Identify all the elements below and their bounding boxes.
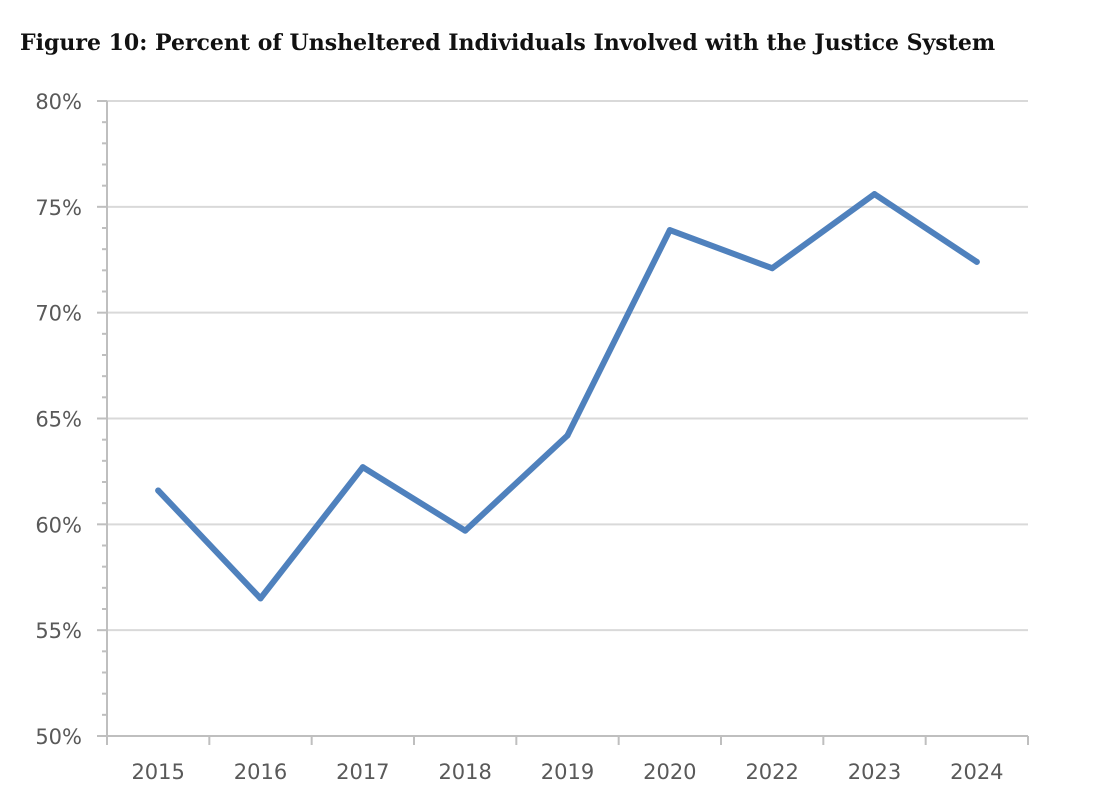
x-tick-label: 2024	[950, 760, 1003, 784]
y-tick-label: 80%	[35, 90, 82, 114]
figure-title: Figure 10: Percent of Unsheltered Indivi…	[20, 30, 996, 56]
data-point	[155, 487, 162, 494]
y-tick-label: 50%	[35, 725, 82, 749]
data-point	[462, 527, 469, 534]
x-tick-label: 2020	[643, 760, 696, 784]
x-tick-label: 2019	[541, 760, 594, 784]
series-group	[155, 191, 980, 602]
x-tick-label: 2017	[336, 760, 389, 784]
data-point	[564, 432, 571, 439]
y-axis	[97, 100, 108, 737]
x-tick-label: 2023	[848, 760, 901, 784]
y-tick-label: 55%	[35, 619, 82, 643]
x-tick-label: 2018	[438, 760, 491, 784]
x-tick-label: 2015	[131, 760, 184, 784]
y-tick-label: 70%	[35, 302, 82, 326]
data-point	[666, 227, 673, 234]
y-tick-label: 75%	[35, 196, 82, 220]
y-tick-label: 65%	[35, 408, 82, 432]
grid-lines	[107, 100, 1028, 632]
data-point	[973, 258, 980, 265]
data-point	[769, 265, 776, 272]
data-point	[257, 595, 264, 602]
y-tick-label: 60%	[35, 513, 82, 537]
x-tick-label: 2016	[234, 760, 287, 784]
x-tick-labels: 2015 2016 2017 2018 2019 2020 2022 2023 2024	[131, 760, 1003, 784]
series-line	[155, 191, 980, 602]
data-point	[359, 464, 366, 471]
x-axis	[97, 735, 1029, 745]
x-tick-label: 2022	[745, 760, 798, 784]
y-tick-labels: 50% 55% 60% 65% 70% 75% 80%	[35, 90, 82, 749]
data-point	[871, 191, 878, 198]
